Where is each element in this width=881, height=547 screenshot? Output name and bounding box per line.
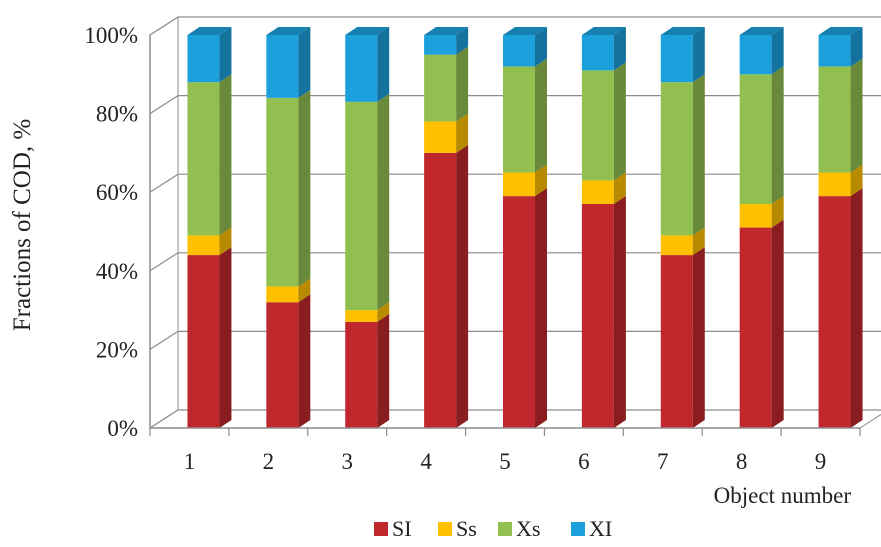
x-tick-label: 1	[184, 449, 196, 474]
bar-segment-xi	[739, 27, 784, 75]
bar-segment-si	[739, 219, 784, 428]
x-tick-label: 5	[499, 449, 511, 474]
x-tick-label: 7	[657, 449, 669, 474]
axes	[149, 35, 861, 436]
y-tick-label: 20%	[96, 337, 138, 362]
bar-segment-xi	[424, 27, 469, 55]
x-axis-label: Object number	[714, 483, 852, 508]
x-tick-label: 4	[420, 449, 432, 474]
bar-segment-ss	[503, 164, 547, 197]
legend-item-si: SI	[374, 516, 412, 541]
x-tick-label: 8	[736, 449, 748, 474]
bar-segment-xi	[503, 27, 547, 67]
bar-segment-ss	[739, 195, 784, 228]
bar-segment-ss	[424, 113, 469, 153]
bar-segment-ss	[581, 172, 626, 204]
side-wall	[149, 16, 179, 429]
bar-segment-ss	[266, 278, 311, 303]
gridline	[149, 16, 881, 36]
legend-swatch	[438, 522, 452, 536]
gridline	[149, 330, 881, 350]
gridline	[149, 173, 881, 193]
legend-label: SI	[392, 516, 412, 541]
bar-segment-xi	[187, 27, 232, 83]
bar-segment-xi	[818, 27, 863, 67]
legend-label: XI	[589, 516, 612, 541]
bar-segment-si	[424, 144, 469, 428]
gridline	[149, 94, 881, 115]
x-tick-label: 9	[815, 449, 827, 474]
bar-segment-xs	[266, 89, 311, 287]
legend-swatch	[498, 522, 512, 536]
bar-segment-xs	[581, 62, 626, 181]
legend: SI Ss Xs XI	[374, 516, 612, 541]
bar-segment-si	[187, 247, 232, 428]
bar-segment-si	[660, 247, 705, 428]
bar-segment-xs	[187, 74, 232, 236]
legend-swatch	[571, 522, 585, 536]
y-tick-label: 60%	[96, 180, 138, 205]
bar-segment-xs	[503, 58, 547, 173]
bar-segment-xs	[739, 66, 784, 204]
bar-segment-si	[345, 313, 390, 428]
x-tick-label: 3	[341, 449, 353, 474]
x-tick-labels: 1 2 3 4 5 6 7 8 9	[184, 449, 827, 474]
bar-segment-si	[503, 188, 547, 428]
bar-segment-xs	[660, 74, 705, 236]
legend-item-ss: Ss	[438, 516, 477, 541]
y-axis-label: Fractions of COD, %	[9, 119, 36, 331]
y-tick-label: 100%	[84, 23, 138, 48]
bar-segment-si	[266, 294, 311, 428]
legend-item-xs: Xs	[498, 516, 540, 541]
bar-segment-xs	[345, 93, 390, 311]
y-tick-label: 40%	[96, 259, 138, 284]
bar-segment-ss	[187, 227, 232, 256]
bar-segment-ss	[345, 302, 390, 322]
gridlines	[149, 16, 881, 429]
x-tick-label: 6	[578, 449, 590, 474]
x-tick-label: 2	[263, 449, 275, 474]
bar-segment-xi	[660, 27, 705, 83]
bar-segment-ss	[818, 164, 863, 197]
bar-segment-xs	[424, 46, 469, 122]
legend-item-xi: XI	[571, 516, 612, 541]
y-tick-label: 80%	[96, 102, 138, 127]
legend-swatch	[374, 522, 388, 536]
bar-segment-xi	[345, 27, 390, 102]
bar-segment-si	[581, 195, 626, 428]
bar-segment-xs	[818, 58, 863, 173]
gridline	[149, 252, 881, 272]
gridline	[149, 409, 881, 429]
legend-label: Ss	[456, 516, 477, 541]
y-tick-labels: 0% 20% 40% 60% 80% 100%	[84, 23, 138, 441]
bar-segment-xi	[581, 27, 626, 71]
bar-segment-si	[818, 188, 863, 428]
y-tick-label: 0%	[107, 416, 138, 441]
legend-label: Xs	[516, 516, 540, 541]
bar-segment-ss	[660, 227, 705, 256]
bars	[187, 27, 863, 428]
bar-segment-xi	[266, 27, 311, 98]
